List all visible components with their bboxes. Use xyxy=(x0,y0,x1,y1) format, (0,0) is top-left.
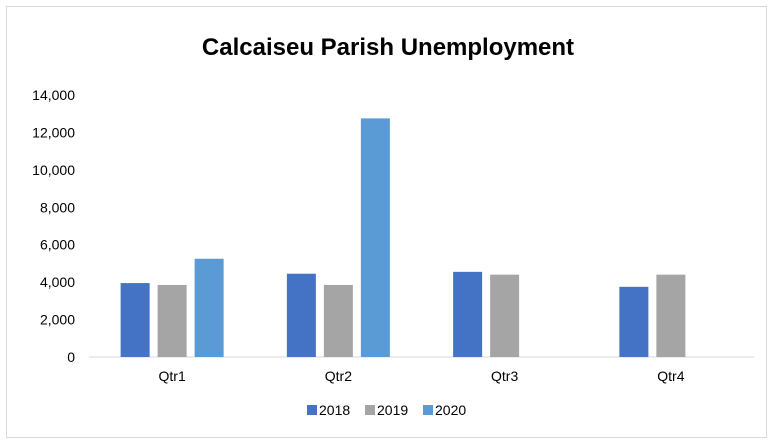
chart-title: Calcaiseu Parish Unemployment xyxy=(202,34,574,61)
y-tick-label: 4,000 xyxy=(40,274,75,290)
bar-series-group xyxy=(120,118,686,358)
y-tick-label: 8,000 xyxy=(40,199,75,215)
bar-2019-qtr3 xyxy=(490,274,520,357)
chart-frame: Calcaiseu Parish Unemployment 0 2,000 4,00… xyxy=(6,6,767,438)
y-tick-label: 14,000 xyxy=(32,87,75,103)
bar-2018-qtr4 xyxy=(619,286,649,357)
y-tick-label: 2,000 xyxy=(40,312,75,328)
legend-swatch-2020 xyxy=(423,405,433,415)
bar-2019-qtr4 xyxy=(656,274,686,357)
bar-2020-qtr2 xyxy=(360,118,390,358)
x-tick-label: Qtr3 xyxy=(491,368,518,384)
legend: 2018 2019 2020 xyxy=(307,402,466,418)
bar-2019-qtr1 xyxy=(157,284,187,357)
x-tick-label: Qtr1 xyxy=(159,368,186,384)
x-tick-label: Qtr4 xyxy=(657,368,684,384)
legend-label-2018: 2018 xyxy=(319,402,350,418)
y-tick-label: 6,000 xyxy=(40,237,75,253)
bar-2020-qtr1 xyxy=(194,258,224,357)
y-tick-label: 10,000 xyxy=(32,162,75,178)
legend-swatch-2019 xyxy=(365,405,375,415)
y-axis: 0 2,000 4,000 6,000 8,000 10,000 12,000 14,000 xyxy=(32,87,75,365)
bar-2019-qtr2 xyxy=(323,284,353,357)
y-tick-label: 12,000 xyxy=(32,124,75,140)
legend-swatch-2018 xyxy=(307,405,317,415)
bar-2018-qtr2 xyxy=(286,273,316,357)
y-tick-label: 0 xyxy=(67,349,75,365)
x-axis: Qtr1 Qtr2 Qtr3 Qtr4 xyxy=(89,356,754,384)
bar-2018-qtr1 xyxy=(120,283,150,357)
legend-label-2020: 2020 xyxy=(435,402,466,418)
bar-2018-qtr3 xyxy=(453,271,483,357)
unemployment-chart: Calcaiseu Parish Unemployment 0 2,000 4,00… xyxy=(32,34,754,418)
x-tick-label: Qtr2 xyxy=(325,368,352,384)
legend-label-2019: 2019 xyxy=(377,402,408,418)
